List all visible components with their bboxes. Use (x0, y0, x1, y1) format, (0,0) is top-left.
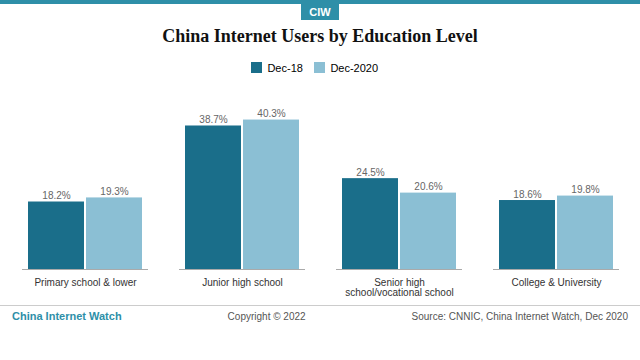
svg-text:20.6%: 20.6% (414, 181, 442, 192)
html-text:China Internet Users by Educat: China Internet Users by Education Level (162, 26, 478, 46)
svg-text:24.5%: 24.5% (356, 167, 384, 178)
html-text:Dec-2020: Dec-2020 (330, 61, 379, 74)
svg-text:18.6%: 18.6% (513, 189, 541, 200)
html-text:China Internet Watch: China Internet Watch (12, 310, 122, 322)
svg-text:38.7%: 38.7% (199, 114, 227, 125)
svg-text:40.3%: 40.3% (257, 108, 285, 119)
html-text:Source: CNNIC, China Internet: Source: CNNIC, China Internet Watch, Dec… (411, 310, 628, 322)
svg-text:Primary school & lower: Primary school & lower (34, 277, 137, 288)
svg-text:18.2%: 18.2% (42, 190, 70, 201)
svg-text:Junior high school: Junior high school (202, 277, 283, 288)
html-text:Dec-18: Dec-18 (267, 61, 303, 74)
svg-text:19.3%: 19.3% (100, 186, 128, 197)
svg-text:19.8%: 19.8% (571, 184, 599, 195)
svg-text:Senior highschool/vocational s: Senior highschool/vocational school (345, 277, 453, 298)
svg-text:College & University: College & University (511, 277, 601, 288)
html-text:Copyright © 2022: Copyright © 2022 (227, 310, 306, 322)
html-text:CIW: CIW (309, 6, 331, 18)
